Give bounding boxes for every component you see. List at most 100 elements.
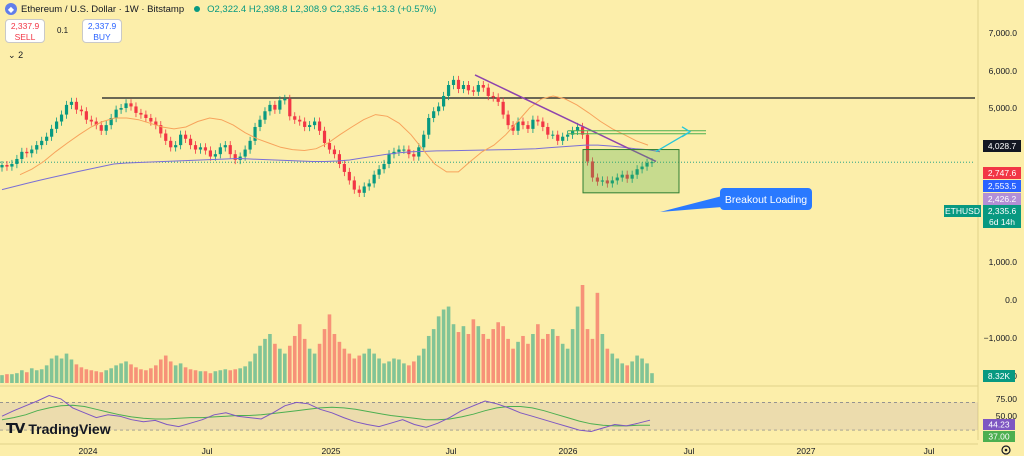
indicators-toggle[interactable]: ⌄ 2 — [8, 50, 23, 61]
candle-body — [308, 125, 312, 127]
candle-body — [79, 109, 83, 112]
volume-bar — [183, 367, 188, 383]
volume-bar — [580, 285, 585, 383]
volume-bar — [570, 329, 575, 383]
candle-body — [526, 125, 530, 129]
candle-body — [501, 101, 505, 115]
volume-value-tag: 8.32K — [983, 370, 1015, 382]
buy-button[interactable]: 2,337.9 BUY — [82, 19, 122, 43]
candle-body — [30, 149, 34, 154]
candle-body — [94, 121, 98, 126]
volume-bar — [352, 358, 357, 383]
ohlc-values: O2,322.4 H2,398.8 L2,308.9 C2,335.6 +13.… — [207, 4, 436, 15]
volume-bar — [203, 371, 208, 383]
candle-body — [496, 97, 500, 102]
ma-red-price-tag: 2,747.6 — [983, 167, 1021, 179]
candle-body — [595, 177, 600, 182]
volume-bar — [233, 369, 238, 383]
tag-label: 8.32K — [988, 371, 1011, 381]
volume-bar — [228, 370, 233, 383]
ma-purple-price-tag: 2,426.2 — [983, 193, 1021, 205]
time-axis-label: Jul — [924, 446, 935, 456]
gear-center — [1004, 448, 1008, 452]
candle-body — [283, 98, 287, 101]
volume-bar — [635, 355, 639, 383]
volume-bar — [198, 371, 203, 383]
volume-bar — [436, 316, 441, 383]
candle-body — [248, 140, 252, 150]
candle-body — [332, 149, 337, 155]
settings-gear-icon[interactable] — [1001, 445, 1011, 455]
time-axis-label: 2024 — [79, 446, 98, 456]
candle-body — [223, 145, 227, 148]
volume-bar — [412, 361, 416, 383]
volume-bar — [471, 319, 476, 383]
candle-body — [466, 84, 471, 91]
candle-body — [89, 119, 93, 122]
volume-bar — [173, 365, 178, 383]
volume-bar — [511, 348, 515, 383]
volume-bar — [104, 370, 108, 383]
volume-bar — [258, 345, 262, 383]
candle-body — [337, 154, 342, 164]
candle-body — [198, 147, 203, 150]
candle-body — [481, 84, 485, 88]
tradingview-logo[interactable]: 𝗧𝗩 TradingView — [6, 420, 111, 437]
candle-body — [10, 163, 14, 167]
candle-body — [64, 104, 69, 115]
market-open-icon — [194, 6, 201, 12]
volume-bar — [39, 369, 44, 383]
volume-bar — [536, 324, 540, 383]
descending-trendline — [474, 74, 657, 163]
candle-body — [551, 134, 555, 136]
spread-value: 0.1 — [57, 26, 69, 35]
volume-bar — [506, 338, 510, 383]
indicator-count: 2 — [18, 50, 24, 60]
volume-bar — [322, 329, 327, 383]
change-value: +13.3 (+0.57%) — [370, 3, 437, 15]
tag-background — [983, 193, 1021, 205]
symbol-price-tag: ETHUSD — [944, 205, 981, 217]
volume-bar — [287, 345, 292, 383]
tag-background — [983, 216, 1021, 228]
volume-bar — [362, 353, 367, 383]
candle-body — [84, 111, 88, 120]
candle-body — [521, 121, 525, 126]
candle-body — [59, 114, 64, 122]
volume-bar — [416, 355, 421, 383]
consolidation-box — [582, 149, 680, 194]
volume-bar — [119, 363, 123, 383]
annotation-text: Breakout Loading — [725, 194, 807, 206]
sell-button[interactable]: 2,337.9 SELL — [5, 19, 45, 43]
candle-body — [605, 180, 609, 184]
volume-bar — [451, 324, 456, 383]
volume-bar — [273, 343, 277, 383]
candle-body — [317, 121, 322, 131]
volume-bar — [640, 358, 644, 383]
volume-bar — [317, 343, 322, 383]
volume-bar — [595, 292, 600, 383]
time-axis-label: 2025 — [322, 446, 341, 456]
candle-body — [446, 84, 451, 96]
volume-bar — [124, 361, 128, 383]
volume-axis-label: −1,000.0 — [984, 333, 1018, 343]
candle-body — [129, 103, 133, 107]
tag-label: ETHUSD — [945, 206, 980, 216]
volume-bar — [297, 324, 302, 383]
candle-body — [35, 145, 39, 150]
volume-bar — [49, 358, 54, 383]
volume-bar — [342, 348, 347, 383]
volume-bar — [367, 348, 371, 383]
candle-body — [253, 126, 257, 141]
callout-box — [720, 188, 812, 210]
volume-bar — [357, 355, 362, 383]
candle-body — [367, 183, 371, 187]
volume-bar — [283, 353, 287, 383]
symbol-title[interactable]: Ethereum / U.S. Dollar · 1W · Bitstamp — [21, 3, 185, 15]
tag-background — [983, 431, 1015, 442]
candle-body — [203, 147, 208, 151]
ma-long-line — [1, 144, 661, 191]
candle-body — [372, 174, 376, 184]
candle-body — [278, 100, 282, 110]
